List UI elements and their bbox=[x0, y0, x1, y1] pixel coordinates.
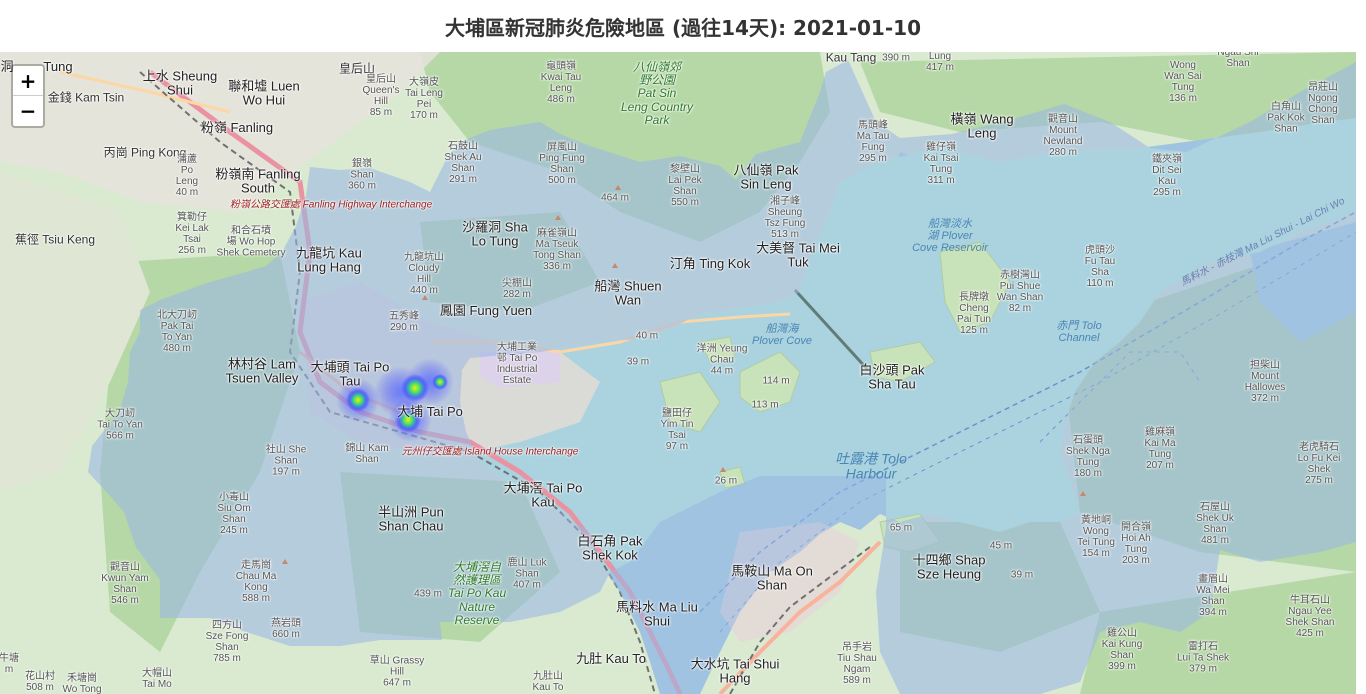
peak-markers bbox=[282, 185, 1166, 564]
page-title: 大埔區新冠肺炎危險地區 (過往14天): 2021-01-10 bbox=[445, 15, 921, 40]
zoom-control: + − bbox=[11, 64, 45, 128]
base-map bbox=[0, 52, 1356, 694]
risk-heatmap bbox=[336, 358, 454, 442]
ma-on-shan-railway bbox=[729, 546, 871, 694]
rural-west bbox=[0, 172, 150, 492]
plover-cove-dam bbox=[793, 288, 870, 372]
zoom-out-button[interactable]: − bbox=[13, 96, 43, 126]
tai-po-industrial-estate bbox=[480, 350, 560, 388]
zoom-in-button[interactable]: + bbox=[13, 66, 43, 96]
map-container[interactable]: 上水 Sheung Shui 金錢 Kam Tsin 聯和墟 Luen Wo Hui 粉嶺… bbox=[0, 52, 1356, 694]
plover-cove-reservoir bbox=[890, 152, 1000, 312]
urban-fanling bbox=[0, 52, 440, 212]
